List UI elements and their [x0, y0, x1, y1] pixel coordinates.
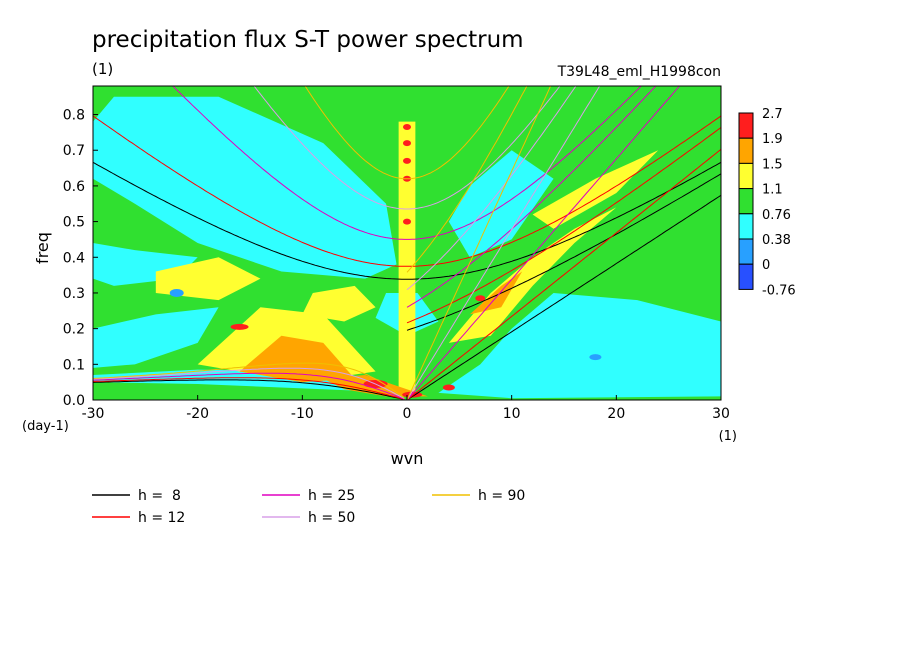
y-tick-label: 0.4 — [63, 250, 85, 266]
y-tick-label: 0.7 — [63, 143, 85, 159]
ig-wave-curve — [304, 86, 510, 180]
chart-title: precipitation flux S-T power spectrum — [92, 27, 524, 53]
cyan-region — [93, 307, 219, 368]
colorbar-swatch — [738, 137, 754, 164]
colorbar-swatch — [738, 162, 754, 190]
legend-label: h = 25 — [308, 488, 355, 504]
x-tick-label: 10 — [503, 406, 521, 422]
mrg-wave-curve — [406, 86, 657, 308]
colorbar-label: 0.76 — [762, 208, 791, 223]
yellow-region — [398, 121, 416, 393]
yellow-region — [532, 150, 659, 229]
y-tick-label: 0.1 — [63, 357, 85, 373]
dispersion-curves — [93, 86, 721, 400]
mrg-wave-curve — [406, 127, 721, 324]
mrg-wave-curve — [406, 86, 528, 273]
x-tick-label: -10 — [291, 406, 314, 422]
colorbar-swatch — [738, 188, 754, 215]
x-tick-label: 20 — [607, 406, 625, 422]
legend: h = 8 h = 12 h = 25 h = 50 h = 90 — [92, 488, 525, 526]
ig-wave-curve — [93, 115, 721, 267]
legend-label: h = 12 — [138, 510, 185, 526]
colorbar: 2.7 1.9 1.5 1.1 0.76 0.38 0 -0.76 — [738, 107, 796, 298]
cyan-region — [93, 96, 397, 279]
kelvin-wave-curve — [406, 86, 601, 400]
colorbar-label: 1.5 — [762, 157, 783, 172]
red-spot — [403, 140, 411, 147]
yellow-region — [155, 257, 261, 301]
colorbar-swatch — [738, 213, 754, 240]
cyan-region — [448, 150, 554, 258]
colorbar-swatch — [738, 263, 754, 290]
kelvin-wave-curve — [406, 86, 681, 400]
y-axis-label: freq — [33, 232, 52, 264]
x-tick-label: -20 — [186, 406, 209, 422]
rossby-wave-curve — [93, 362, 405, 399]
colorbar-label: 1.9 — [762, 132, 783, 147]
x-tick-label: 0 — [403, 406, 412, 422]
legend-label: h = 8 — [138, 488, 181, 504]
y-tick-label: 0.2 — [63, 322, 85, 338]
colorbar-label: 0.38 — [762, 233, 791, 248]
y-tick-label: 0.5 — [63, 215, 85, 231]
ig-wave-curve — [93, 161, 721, 280]
kelvin-wave-curve — [406, 194, 721, 400]
red-spot — [442, 384, 455, 391]
y-axis: 0.0 0.1 0.2 0.3 0.4 0.5 0.6 0.7 0.8 — [63, 108, 98, 409]
colorbar-label: 1.1 — [762, 183, 783, 198]
y-tick-label: 0.0 — [63, 393, 85, 409]
x-tick-label: -30 — [82, 406, 105, 422]
blue-spot — [589, 354, 602, 361]
yellow-region — [302, 285, 376, 322]
rossby-wave-curve — [93, 372, 405, 400]
colorbar-swatch — [738, 238, 754, 265]
blue-spot — [169, 288, 184, 297]
red-spot — [403, 157, 411, 164]
cyan-region — [438, 292, 721, 399]
x-axis-label: wvn — [391, 449, 424, 468]
chart-subtitle-left: (1) — [92, 60, 113, 78]
x-tick-label: 30 — [712, 406, 730, 422]
red-spot — [403, 124, 411, 131]
kelvin-wave-curve — [406, 148, 721, 400]
ig-wave-curve — [172, 86, 642, 240]
y-axis-unit: (day-1) — [22, 419, 69, 434]
chart-subtitle-right: T39L48_eml_H1998con — [557, 64, 721, 80]
red-spot — [475, 295, 486, 302]
legend-label: h = 90 — [478, 488, 525, 504]
contour-regions — [93, 96, 721, 399]
red-spot — [403, 218, 411, 225]
red-spot — [230, 323, 249, 330]
colorbar-label: 0 — [762, 258, 770, 273]
legend-label: h = 50 — [308, 510, 355, 526]
rossby-wave-curve — [93, 377, 405, 400]
x-axis: -30 -20 -10 0 10 20 30 — [82, 395, 730, 422]
y-tick-label: 0.3 — [63, 286, 85, 302]
plot-area — [93, 86, 721, 400]
x-axis-unit: (1) — [719, 429, 737, 444]
rossby-wave-curve — [93, 367, 405, 400]
mrg-wave-curve — [406, 86, 577, 291]
colorbar-label: 2.7 — [762, 107, 783, 122]
mrg-wave-curve — [406, 173, 721, 331]
y-tick-label: 0.8 — [63, 108, 85, 124]
y-tick-label: 0.6 — [63, 179, 85, 195]
colorbar-swatch — [738, 112, 754, 139]
rossby-wave-curve — [93, 379, 405, 400]
colorbar-label: -0.76 — [762, 283, 796, 298]
ig-wave-curve — [253, 86, 561, 210]
kelvin-wave-curve — [406, 86, 552, 400]
